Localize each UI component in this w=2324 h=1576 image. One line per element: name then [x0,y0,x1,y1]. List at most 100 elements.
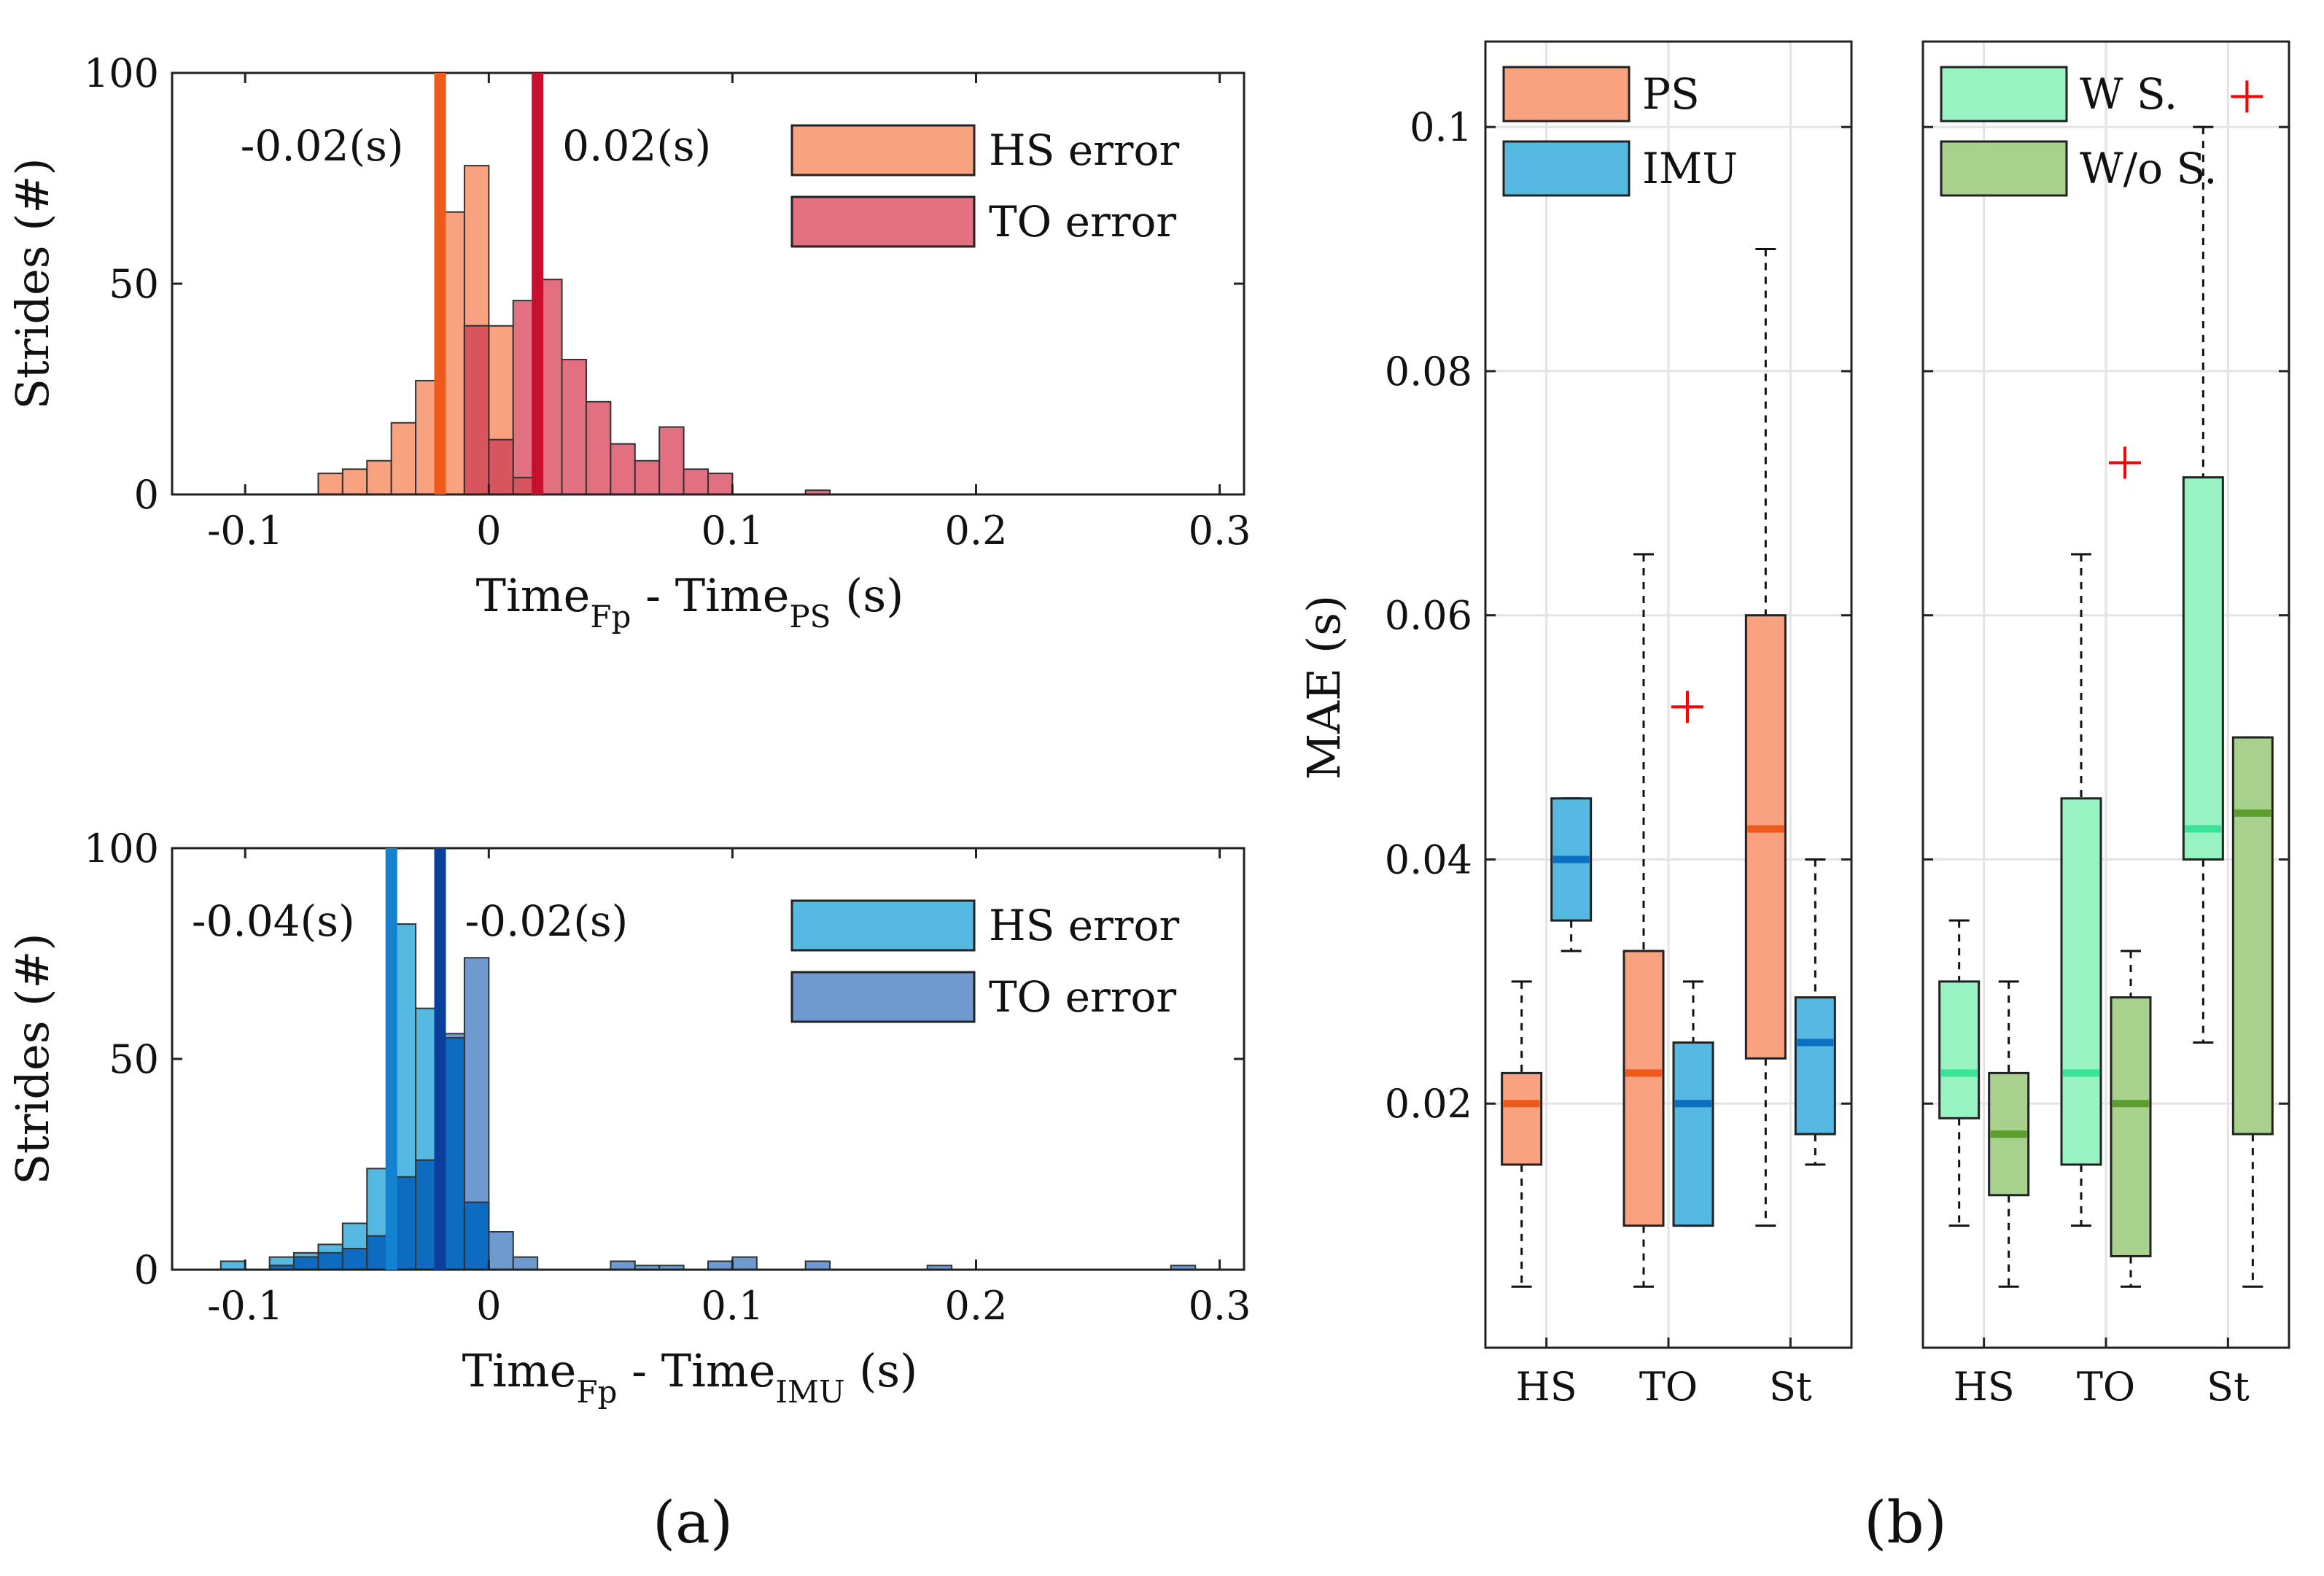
legend-label-wos: W/o S. [2080,144,2218,193]
bar-hs-error [341,468,368,496]
y-tick-label: 50 [109,1036,159,1082]
x-tick-label: 0 [476,1283,501,1329]
x-tick-label: 0 [476,508,501,554]
bar-to-error [658,426,685,496]
bar-overlap [341,1248,368,1270]
bar-overlap [293,1256,319,1271]
x-tick-label: -0.1 [207,508,283,554]
hs-median-label: -0.02(s) [241,121,404,171]
x-tick-label: TO [1639,1364,1698,1410]
x-tick-label: St [2207,1364,2250,1410]
bar-to-error [610,1260,636,1270]
x-axis-label: TimeFp - TimePS (s) [476,569,904,634]
x-tick-label: 0.1 [701,508,763,554]
boxplot-ws-wos: HS TO St W S. W/o S. [1921,40,2290,1410]
bar-to-error [512,1256,539,1271]
to-median-label: -0.02(s) [465,896,629,946]
panel-label-a: (a) [653,1488,733,1556]
legend: W S. W/o S. [1940,66,2218,197]
hs-median-label: -0.04(s) [192,896,355,946]
bar-to-error [804,1260,831,1270]
x-tick-label: St [1769,1364,1812,1410]
outlier-marker [1671,691,1703,723]
bar-hs-error [317,473,343,495]
y-tick-label: 0.02 [1385,1081,1472,1127]
legend-label-hs: HS error [989,901,1179,950]
bar-to-error [585,400,612,496]
x-tick-label: 0.2 [945,508,1008,554]
bar-overlap [317,1251,343,1271]
panel-label-b: (b) [1864,1488,1947,1556]
x-tick-label: 0.3 [1189,1283,1251,1329]
y-axis-label: MAE (s) [1297,595,1351,780]
histogram-ps: -0.1 0 0.1 0.2 0.3 0 50 100 -0.02(s) 0.02(s) HS… [6,50,1251,634]
y-tick-label: 0 [134,472,159,518]
bar-overlap [488,438,514,495]
y-tick-label: 100 [84,50,159,96]
x-tick-label: 0.3 [1189,508,1251,554]
bar-hs-error [390,422,417,495]
box-w-s-st [2182,476,2224,861]
bar-hs-error [219,1260,246,1270]
y-tick-label: 0.1 [1410,104,1472,150]
y-tick-label: 100 [84,826,159,872]
legend-label-to: TO error [989,197,1176,247]
legend: PS IMU [1502,66,1738,197]
box-imuto [1672,1041,1714,1227]
box-w-o-s-to [2110,996,2152,1257]
bar-to-error [634,459,661,496]
x-tick-label: 0.1 [701,1283,763,1329]
bar-overlap [463,325,490,495]
histogram-imu: -0.1 0 0.1 0.2 0.3 0 50 100 -0.04(s) -0.02(s) H… [6,826,1251,1410]
bar-hs-error [366,459,392,496]
box-psst [1744,614,1787,1060]
legend-swatch-ps [1502,66,1631,123]
box-w-s-to [2060,797,2102,1166]
bar-to-error [610,443,636,496]
outlier-marker [2109,446,2141,479]
legend: HS error TO error [790,124,1179,248]
bar-to-error [707,1260,734,1270]
bar-to-error [683,468,709,496]
legend-swatch-hs [790,899,976,952]
boxplot-ps-imu: 0.02 0.04 0.06 0.08 0.1 HS TO St PS IMU MAE (s) [1297,40,1853,1410]
legend-swatch-imu [1502,140,1631,197]
box-psto [1622,950,1665,1227]
to-median-label: 0.02(s) [562,121,711,171]
box-pshs [1501,1071,1543,1166]
x-tick-label: -0.1 [207,1283,283,1329]
bar-to-error [488,1230,514,1270]
legend-label-imu: IMU [1642,144,1738,193]
x-tick-label: 0.2 [945,1283,1008,1329]
legend-label-ps: PS [1642,69,1700,119]
x-axis-label: TimeFp - TimeIMU (s) [462,1344,918,1410]
bar-to-error [731,1256,758,1271]
legend-label-to: TO error [989,972,1176,1022]
y-tick-label: 0 [134,1247,159,1293]
x-tick-label: HS [1954,1364,2015,1410]
legend-swatch-wos [1940,140,2068,197]
legend-swatch-hs [790,124,976,176]
y-tick-label: 0.04 [1385,836,1472,882]
y-tick-label: 0.08 [1385,349,1472,395]
bar-to-error [561,359,587,496]
legend-swatch-to [790,195,976,248]
box-w-s-hs [1938,980,1981,1119]
legend-label-hs: HS error [989,125,1179,175]
bar-to-error [707,473,734,495]
box-imust [1794,996,1836,1136]
legend: HS error TO error [790,899,1179,1023]
outlier-marker [2231,80,2263,113]
x-tick-label: HS [1516,1364,1577,1410]
legend-swatch-to [790,971,976,1023]
y-tick-label: 0.06 [1385,593,1472,639]
box-w-o-s-st [2231,736,2274,1136]
x-tick-label: TO [2077,1364,2135,1410]
legend-label-ws: W S. [2080,69,2177,119]
bar-overlap [463,1201,490,1271]
y-tick-label: 50 [109,261,159,307]
y-axis-label: Strides (#) [6,933,59,1184]
y-axis-label: Strides (#) [6,158,59,409]
legend-swatch-ws [1940,66,2068,123]
